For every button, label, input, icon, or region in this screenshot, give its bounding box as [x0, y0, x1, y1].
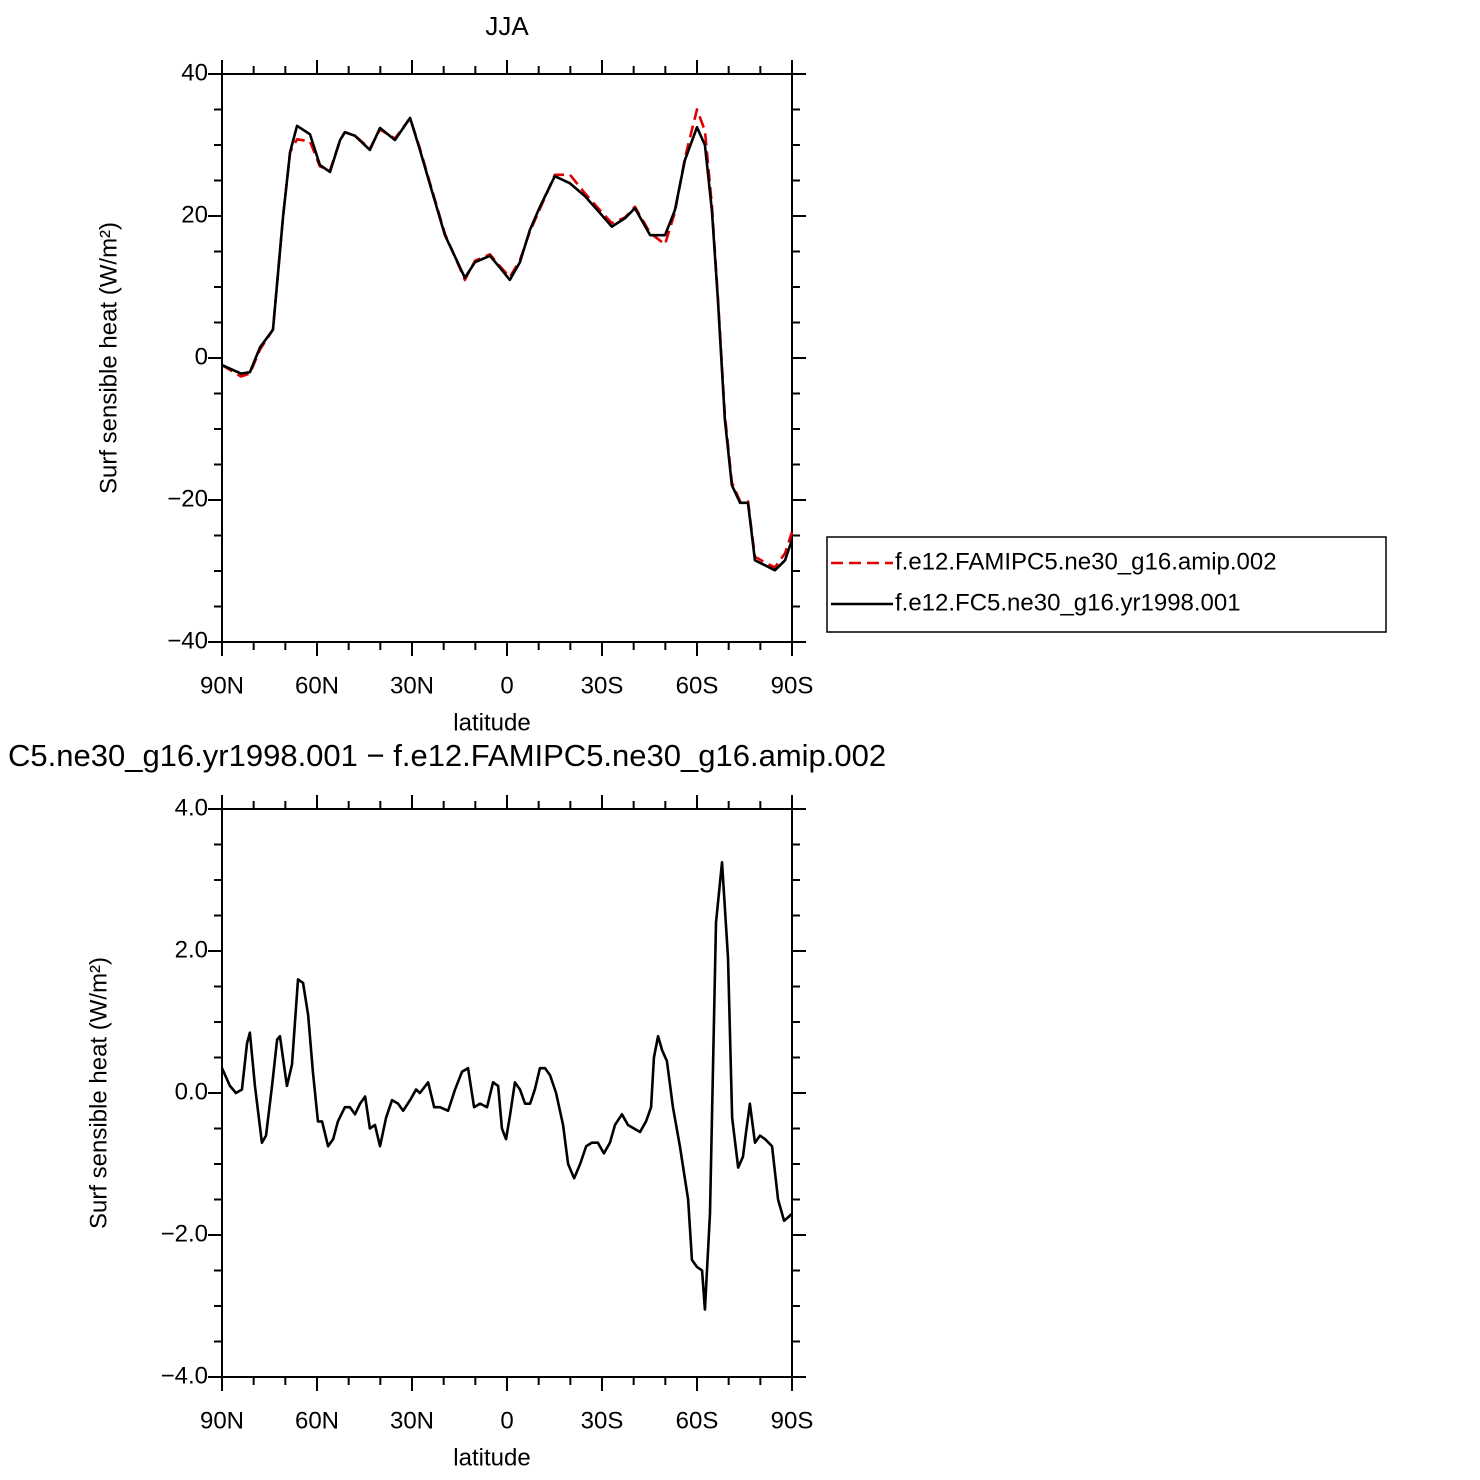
plot-frame	[221, 73, 793, 643]
x-tick-label: 30S	[581, 1407, 624, 1434]
x-tick-label: 90N	[200, 672, 244, 699]
y-tick-label: 0	[195, 343, 208, 370]
y-tick-label: −20	[167, 485, 208, 512]
legend-label: f.e12.FC5.ne30_g16.yr1998.001	[895, 589, 1241, 616]
x-tick-label: 90S	[771, 1407, 814, 1434]
y-tick-label: 2.0	[175, 936, 208, 963]
x-tick-label: 60N	[295, 672, 339, 699]
legend-label: f.e12.FAMIPC5.ne30_g16.amip.002	[895, 548, 1277, 575]
x-tick-label: 90S	[771, 672, 814, 699]
y-tick-label: 4.0	[175, 794, 208, 821]
data-line	[221, 116, 794, 572]
data-line	[220, 860, 793, 1311]
x-tick-label: 90N	[200, 1407, 244, 1434]
x-tick-label: 30N	[390, 1407, 434, 1434]
x-tick-label: 30N	[390, 672, 434, 699]
y-tick-label: 0.0	[175, 1078, 208, 1105]
chart-title: JJA	[485, 11, 529, 41]
y-tick-label: 40	[181, 59, 208, 86]
chart-title: C5.ne30_g16.yr1998.001 − f.e12.FAMIPC5.n…	[8, 738, 886, 773]
y-tick-label: −40	[167, 627, 208, 654]
x-tick-label: 0	[500, 672, 513, 699]
x-axis-label: latitude	[453, 1444, 530, 1471]
x-tick-label: 0	[500, 1407, 513, 1434]
y-axis-label: Surf sensible heat (W/m²)	[85, 957, 112, 1229]
data-line	[221, 108, 794, 569]
plot-frame	[221, 808, 793, 1378]
x-axis-label: latitude	[453, 709, 530, 736]
x-tick-label: 60S	[676, 1407, 719, 1434]
x-tick-label: 30S	[581, 672, 624, 699]
y-tick-label: 20	[181, 201, 208, 228]
y-tick-label: −2.0	[161, 1220, 208, 1247]
x-tick-label: 60N	[295, 1407, 339, 1434]
y-tick-label: −4.0	[161, 1362, 208, 1389]
legend-box	[826, 536, 1387, 633]
y-axis-label: Surf sensible heat (W/m²)	[95, 222, 122, 494]
x-tick-label: 60S	[676, 672, 719, 699]
